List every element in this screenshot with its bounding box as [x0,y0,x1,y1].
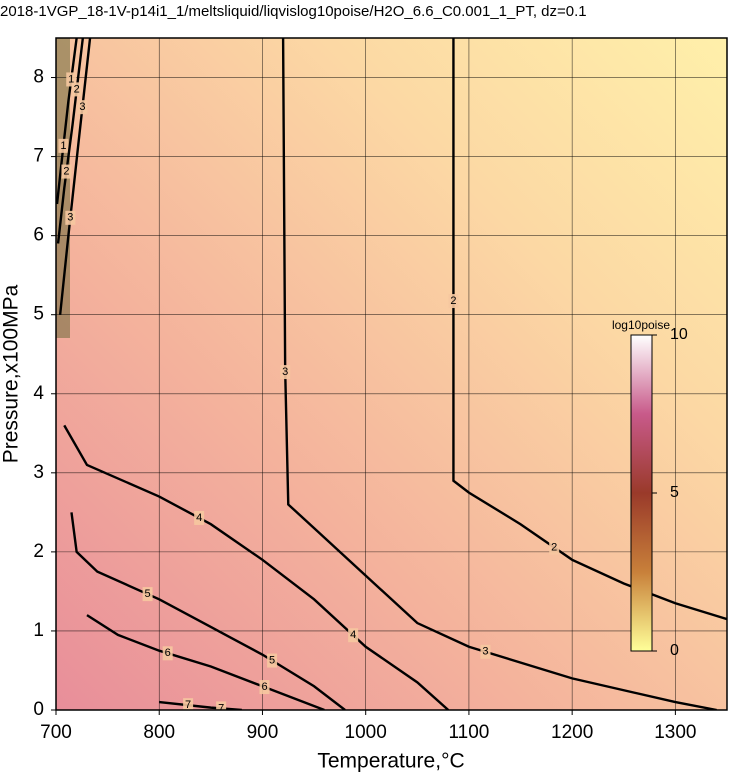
colorbar [630,334,653,652]
contour-label: 5 [145,588,151,600]
x-tick-label: 900 [247,722,279,743]
contour-label-bg [65,210,76,225]
contour-label: 4 [350,629,356,641]
contour-label: 3 [282,366,288,378]
contour-label-bg [259,680,270,695]
y-tick-label: 7 [33,146,44,167]
contour-label: 5 [269,654,275,666]
contour-label: 4 [196,512,202,524]
contour-label: 2 [551,541,557,553]
contour-label-bg [216,701,227,710]
contour-line [58,38,92,315]
plot-area [56,38,727,710]
contour-label: 6 [165,647,171,659]
y-tick-label: 8 [33,67,44,88]
contour-label-bg [480,644,491,659]
colorbar-tick-label: 0 [670,642,679,659]
contour-label: 7 [185,699,191,711]
contour-label: 6 [261,681,267,693]
contour-line [56,38,85,244]
contour-label-bg [71,82,82,97]
contour-label: 2 [450,295,456,307]
contour-label: 2 [63,165,69,177]
colorbar-tick-label: 10 [670,326,688,343]
x-tick-label: 1300 [654,722,696,743]
contour-label-bg [183,698,194,710]
colorbar-tick-label: 5 [670,484,679,501]
y-tick-label: 5 [33,304,44,325]
colorbar-label: log10poise [612,318,670,332]
contour-line [452,38,727,621]
contour-line [63,424,450,710]
contour-label: 2 [74,83,80,95]
y-tick-label: 1 [33,620,44,641]
contour-label-bg [194,510,205,525]
y-tick-label: 4 [33,383,44,404]
x-tick-label: 800 [143,722,175,743]
y-axis-label: Pressure,x100MPa [0,284,23,463]
contour-label-bg [58,138,69,153]
contour-label: 1 [68,73,74,85]
contour-line [281,38,717,710]
x-tick-label: 1100 [448,722,489,743]
contour-line [159,700,242,710]
contour-label-bg [66,72,77,87]
contour-label: 3 [79,101,85,113]
contour-label-bg [280,365,291,380]
contour-label-bg [77,100,88,115]
contour-label: 1 [60,140,66,152]
y-tick-label: 0 [33,699,44,720]
contour-line [56,38,78,205]
contour-label-bg [348,628,359,643]
chart-title: 2018-1VGP_18-1V-p14i1_1/meltsliquid/liqv… [0,3,587,20]
contour-label-bg [448,294,459,309]
x-axis-label: Temperature,°C [317,750,464,773]
contour-line [70,512,346,710]
x-tick-label: 1000 [345,722,387,743]
y-tick-label: 3 [33,462,44,483]
contour-label-bg [142,587,153,602]
y-tick-label: 6 [33,225,44,246]
x-tick-label: 1200 [551,722,593,743]
y-tick-label: 2 [33,541,44,562]
contour-label: 3 [482,646,488,658]
contour-label-bg [267,653,278,668]
contour-label-bg [162,646,173,661]
contour-label: 3 [67,212,73,224]
x-tick-label: 700 [40,722,72,743]
contour-line [86,614,325,710]
contour-label-bg [549,540,560,555]
contour-label: 7 [218,702,224,714]
plot-frame [55,37,728,711]
contour-label-bg [61,164,72,179]
